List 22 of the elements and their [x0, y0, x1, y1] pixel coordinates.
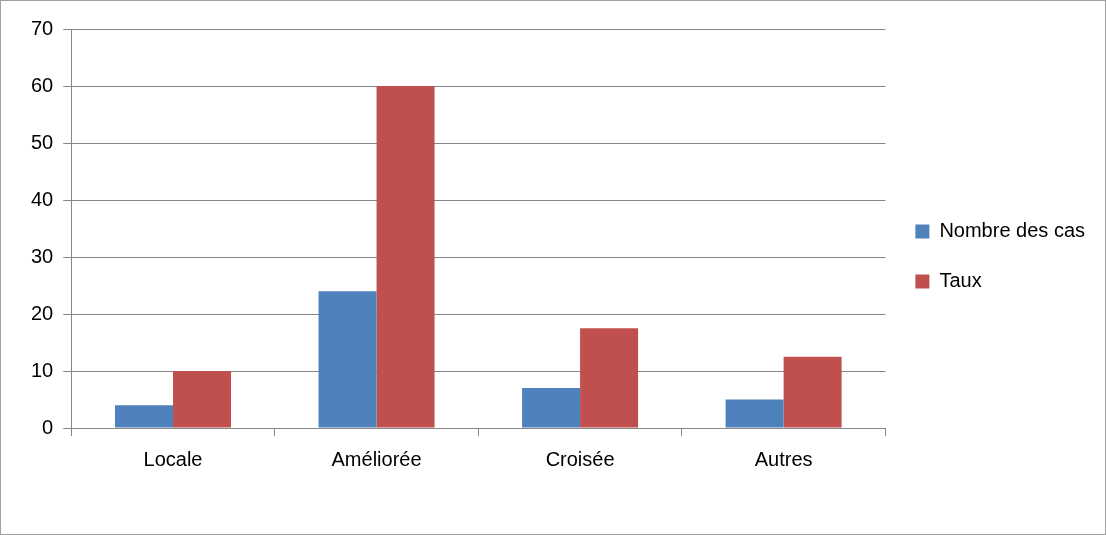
legend-label: Nombre des cas: [939, 219, 1086, 242]
bar: [580, 328, 639, 428]
y-tick-label: 70: [31, 16, 54, 39]
x-tick-label: Croisée: [545, 447, 615, 470]
y-tick-label: 50: [31, 130, 54, 153]
legend-label: Taux: [939, 269, 982, 292]
y-tick-label: 40: [31, 187, 54, 210]
y-tick-label: 30: [31, 244, 54, 267]
x-tick-label: Améliorée: [331, 447, 422, 470]
x-tick-label: Autres: [754, 447, 813, 470]
bar: [115, 405, 174, 428]
y-tick-label: 60: [31, 73, 54, 96]
x-tick-label: Locale: [143, 447, 203, 470]
y-tick-label: 0: [42, 415, 54, 438]
bar: [725, 399, 784, 428]
bar: [522, 388, 581, 428]
y-tick-label: 20: [31, 301, 54, 324]
y-tick-label: 10: [31, 358, 54, 381]
bar: [783, 356, 842, 428]
bar: [318, 291, 377, 428]
bar: [173, 371, 232, 428]
bar: [376, 86, 435, 428]
